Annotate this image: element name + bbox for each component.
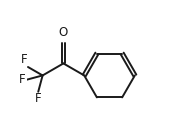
- Text: F: F: [18, 73, 25, 86]
- Text: F: F: [21, 53, 27, 66]
- Text: O: O: [59, 26, 68, 39]
- Text: F: F: [35, 92, 42, 105]
